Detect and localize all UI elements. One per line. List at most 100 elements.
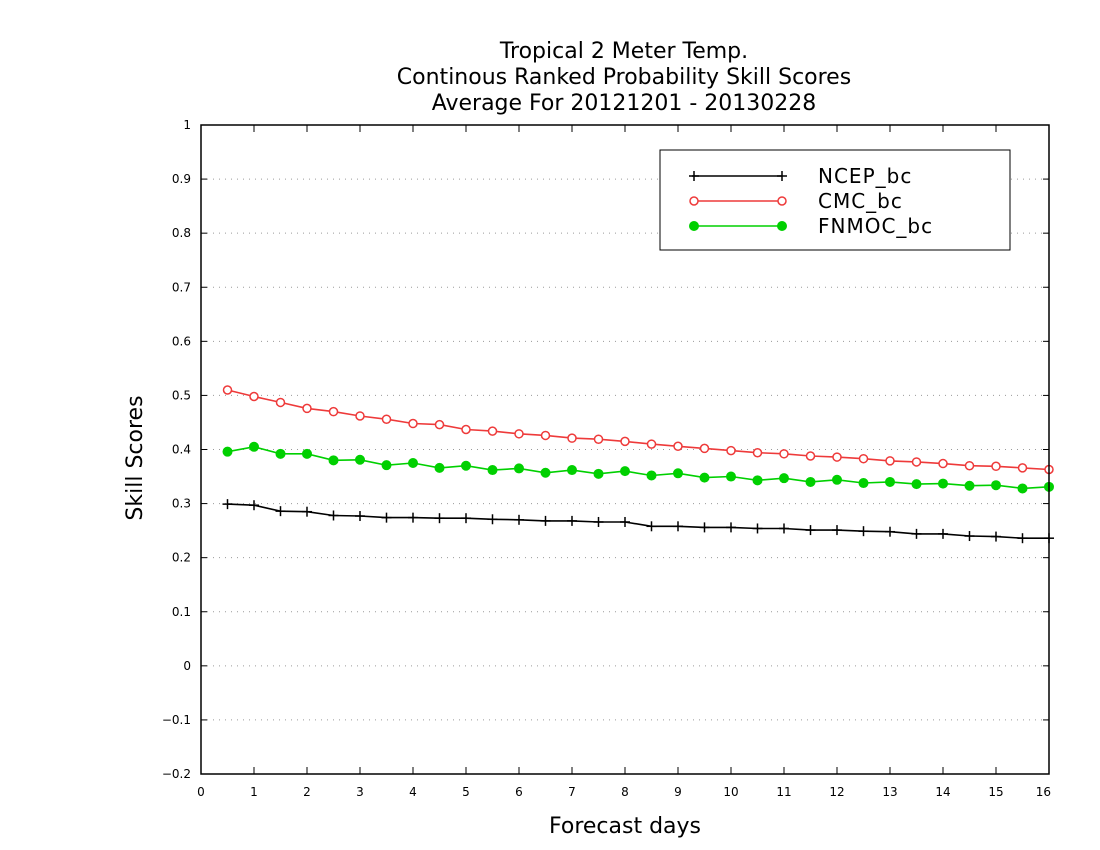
data-point-fnmoc-bc: [355, 454, 365, 465]
legend-marker-fnmoc-bc: [689, 221, 699, 231]
data-point-cmc-bc: [222, 385, 233, 395]
y-tick-label: 0.8: [172, 226, 191, 240]
legend-marker-ncep-bc: [689, 171, 699, 181]
y-tick-label: 0.4: [172, 443, 191, 457]
x-tick-label: 1: [250, 785, 258, 799]
legend-marker-fnmoc-bc: [777, 221, 787, 231]
data-point-fnmoc-bc: [726, 471, 736, 482]
x-tick-label: 3: [356, 785, 364, 799]
data-point-ncep-bc: [408, 512, 418, 523]
y-tick-label: 1: [183, 118, 191, 132]
data-point-ncep-bc: [249, 500, 259, 511]
y-tick-label: −0.1: [162, 713, 191, 727]
data-point-fnmoc-bc: [593, 468, 604, 479]
data-point-ncep-bc: [964, 531, 975, 542]
data-point-cmc-bc: [567, 433, 577, 443]
data-point-ncep-bc: [726, 522, 736, 533]
data-point-ncep-bc: [752, 523, 763, 534]
legend-box: [659, 149, 1011, 251]
data-point-ncep-bc: [832, 525, 842, 536]
data-point-fnmoc-bc: [620, 466, 630, 477]
data-point-ncep-bc: [911, 528, 922, 539]
data-point-cmc-bc: [964, 460, 975, 471]
series-cmc-bc: [222, 385, 1054, 475]
data-point-fnmoc-bc: [752, 475, 763, 486]
data-point-fnmoc-bc: [1017, 483, 1028, 494]
data-point-fnmoc-bc: [779, 473, 789, 484]
data-point-cmc-bc: [991, 461, 1001, 472]
y-tick-label: 0.7: [172, 280, 191, 294]
data-point-ncep-bc: [381, 512, 392, 523]
x-tick-label: 6: [515, 785, 523, 799]
y-tick-label: 0.5: [172, 388, 191, 402]
data-point-ncep-bc: [673, 521, 683, 532]
data-point-cmc-bc: [355, 411, 365, 421]
data-point-cmc-bc: [487, 426, 498, 436]
series-layer: [222, 385, 1054, 544]
data-point-ncep-bc: [805, 525, 816, 536]
x-tick-label: 4: [409, 785, 417, 799]
data-point-cmc-bc: [646, 439, 657, 449]
x-tick-label: 13: [882, 785, 897, 799]
data-point-fnmoc-bc: [673, 468, 683, 479]
data-point-ncep-bc: [275, 506, 286, 517]
chart-title-line-3: Average For 20121201 - 20130228: [432, 91, 817, 116]
legend-marker-cmc-bc: [689, 196, 699, 206]
series-fnmoc-bc: [222, 441, 1054, 494]
data-point-fnmoc-bc: [832, 474, 842, 485]
chart-title-line-2: Continous Ranked Probability Skill Score…: [397, 65, 851, 90]
series-line-cmc-bc: [227, 389, 1050, 471]
data-point-cmc-bc: [779, 449, 789, 459]
data-point-fnmoc-bc: [408, 458, 418, 469]
data-point-fnmoc-bc: [328, 455, 339, 466]
data-point-cmc-bc: [249, 391, 259, 402]
legend-label-fnmoc-bc: FNMOC_bc: [818, 214, 933, 238]
legend-label-ncep-bc: NCEP_bc: [818, 164, 912, 188]
y-tick-label: 0.9: [172, 172, 191, 186]
data-point-ncep-bc: [991, 531, 1001, 542]
y-tick-label: −0.2: [162, 767, 191, 781]
data-point-ncep-bc: [858, 526, 869, 537]
x-tick-label: 15: [988, 785, 1003, 799]
x-tick-label: 9: [674, 785, 682, 799]
legend-marker-ncep-bc: [777, 171, 787, 181]
chart-title-line-1: Tropical 2 Meter Temp.: [499, 39, 748, 64]
data-point-fnmoc-bc: [487, 465, 498, 476]
data-point-cmc-bc: [328, 406, 339, 417]
legend-label-cmc-bc: CMC_bc: [818, 189, 903, 213]
data-point-ncep-bc: [355, 511, 365, 522]
data-point-cmc-bc: [699, 443, 710, 454]
x-tick-label: 14: [935, 785, 950, 799]
data-point-cmc-bc: [434, 419, 445, 430]
data-point-fnmoc-bc: [461, 460, 471, 471]
data-point-cmc-bc: [381, 414, 392, 424]
x-tick-label: 5: [462, 785, 470, 799]
data-point-fnmoc-bc: [699, 472, 710, 483]
data-point-cmc-bc: [885, 456, 895, 466]
x-axis-title: Forecast days: [549, 814, 701, 839]
data-point-ncep-bc: [938, 528, 948, 539]
legend-marker-cmc-bc: [777, 196, 787, 206]
axis-ticks: −0.2−0.100.10.20.30.40.50.60.70.80.910 1 2…: [162, 118, 1051, 799]
y-tick-label: 0.1: [172, 605, 191, 619]
data-point-cmc-bc: [514, 429, 524, 439]
y-axis-title: Skill Scores: [123, 395, 148, 520]
data-point-cmc-bc: [408, 418, 418, 429]
data-point-ncep-bc: [540, 515, 551, 526]
y-tick-label: 0.3: [172, 497, 191, 511]
data-point-cmc-bc: [938, 458, 948, 469]
data-point-ncep-bc: [222, 499, 233, 510]
data-point-ncep-bc: [567, 515, 577, 526]
series-line-ncep-bc: [227, 503, 1049, 540]
data-point-fnmoc-bc: [249, 441, 259, 452]
data-point-cmc-bc: [911, 457, 922, 467]
data-point-fnmoc-bc: [434, 462, 445, 473]
data-point-ncep-bc: [1017, 533, 1028, 544]
data-point-fnmoc-bc: [911, 479, 922, 490]
data-point-cmc-bc: [832, 452, 842, 462]
x-tick-label: 12: [829, 785, 844, 799]
y-tick-label: 0.2: [172, 551, 191, 565]
x-tick-label: 7: [568, 785, 576, 799]
data-point-cmc-bc: [302, 403, 312, 414]
